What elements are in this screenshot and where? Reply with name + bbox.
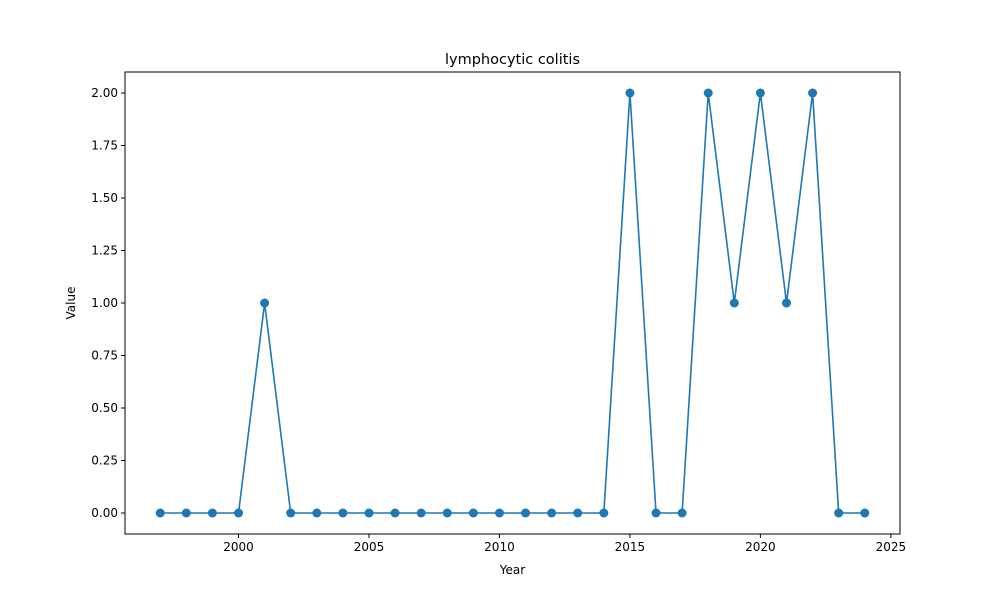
data-point xyxy=(155,508,165,518)
data-point xyxy=(416,508,426,518)
data-point xyxy=(781,298,791,308)
y-tick-label: 1.50 xyxy=(91,191,118,205)
x-tick-label: 2010 xyxy=(484,540,515,554)
data-point xyxy=(338,508,348,518)
y-tick-label: 0.75 xyxy=(91,349,118,363)
chart-title: lymphocytic colitis xyxy=(445,52,580,68)
y-tick-label: 0.50 xyxy=(91,401,118,415)
data-point xyxy=(468,508,478,518)
data-point xyxy=(860,508,870,518)
data-point xyxy=(364,508,374,518)
x-axis: 2000 2005 2010 2015 2020 2025 xyxy=(223,534,906,554)
data-point xyxy=(521,508,531,518)
data-point xyxy=(181,508,191,518)
data-point xyxy=(599,508,609,518)
data-point xyxy=(494,508,504,518)
y-axis: 0.00 0.25 0.50 0.75 1.00 1.25 1.50 1.75 2.00 xyxy=(91,86,125,520)
data-point xyxy=(286,508,296,518)
data-point xyxy=(234,508,244,518)
x-tick-label: 2000 xyxy=(223,540,254,554)
data-point xyxy=(755,88,765,98)
data-point xyxy=(703,88,713,98)
data-point xyxy=(677,508,687,518)
y-tick-label: 1.25 xyxy=(91,244,118,258)
data-point xyxy=(547,508,557,518)
x-tick-label: 2015 xyxy=(615,540,646,554)
plot-layer xyxy=(155,88,870,518)
data-point xyxy=(625,88,635,98)
y-tick-label: 1.00 xyxy=(91,296,118,310)
y-tick-label: 1.75 xyxy=(91,139,118,153)
y-axis-title: Value xyxy=(64,287,78,320)
x-tick-label: 2020 xyxy=(745,540,776,554)
data-point xyxy=(390,508,400,518)
series-line xyxy=(160,92,865,514)
y-tick-label: 2.00 xyxy=(91,86,118,100)
x-axis-title: Year xyxy=(499,563,525,577)
data-point xyxy=(651,508,661,518)
data-point xyxy=(808,88,818,98)
x-tick-label: 2025 xyxy=(876,540,907,554)
data-point xyxy=(207,508,217,518)
data-point xyxy=(729,298,739,308)
data-point xyxy=(260,298,270,308)
data-point xyxy=(834,508,844,518)
y-tick-label: 0.00 xyxy=(91,506,118,520)
x-tick-label: 2005 xyxy=(354,540,385,554)
data-point xyxy=(312,508,322,518)
data-point xyxy=(442,508,452,518)
y-tick-label: 0.25 xyxy=(91,454,118,468)
data-point xyxy=(573,508,583,518)
